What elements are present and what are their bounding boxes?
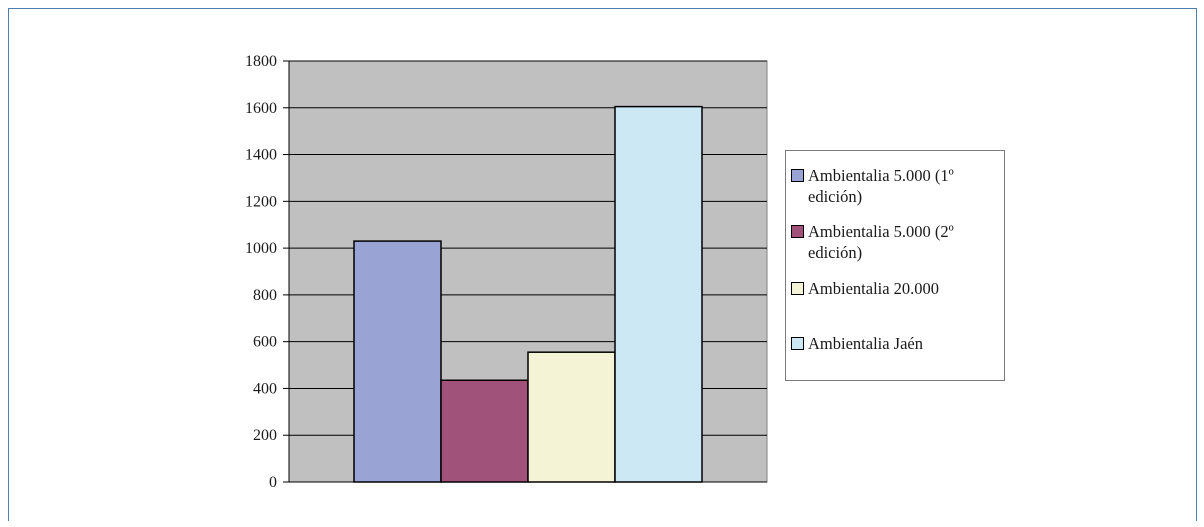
bars <box>353 105 703 483</box>
legend-swatch <box>791 169 804 182</box>
bar <box>527 351 616 483</box>
legend-label: Ambientalia 5.000 (2º edición) <box>808 222 954 262</box>
legend-label: Ambientalia 20.000 <box>808 279 940 298</box>
legend-item: Ambientalia 5.000 (2º edición) <box>791 221 1001 263</box>
legend-swatch <box>791 337 804 350</box>
y-tick-label: 0 <box>269 474 277 491</box>
legend-label: Ambientalia 5.000 (1º edición) <box>808 166 954 206</box>
legend: Ambientalia 5.000 (1º edición) Ambiental… <box>785 150 1005 381</box>
legend-swatch <box>791 282 804 295</box>
y-tick-label: 600 <box>253 334 277 351</box>
bar <box>614 105 703 483</box>
legend-item: Ambientalia 5.000 (1º edición) <box>791 165 1001 207</box>
legend-label: Ambientalia Jaén <box>808 334 924 353</box>
bar <box>353 240 442 483</box>
y-tick-label: 800 <box>253 287 277 304</box>
y-tick-label: 1400 <box>245 147 277 164</box>
legend-swatch <box>791 225 804 238</box>
y-tick-label: 1600 <box>245 100 277 117</box>
legend-item: Ambientalia 20.000 <box>791 278 1001 299</box>
y-tick-label: 1000 <box>245 240 277 257</box>
y-tick-label: 200 <box>253 427 277 444</box>
y-tick-label: 400 <box>253 380 277 397</box>
y-tick-label: 1800 <box>245 53 277 70</box>
legend-item: Ambientalia Jaén <box>791 333 1001 354</box>
bar <box>440 379 529 483</box>
y-tick-label: 1200 <box>245 193 277 210</box>
